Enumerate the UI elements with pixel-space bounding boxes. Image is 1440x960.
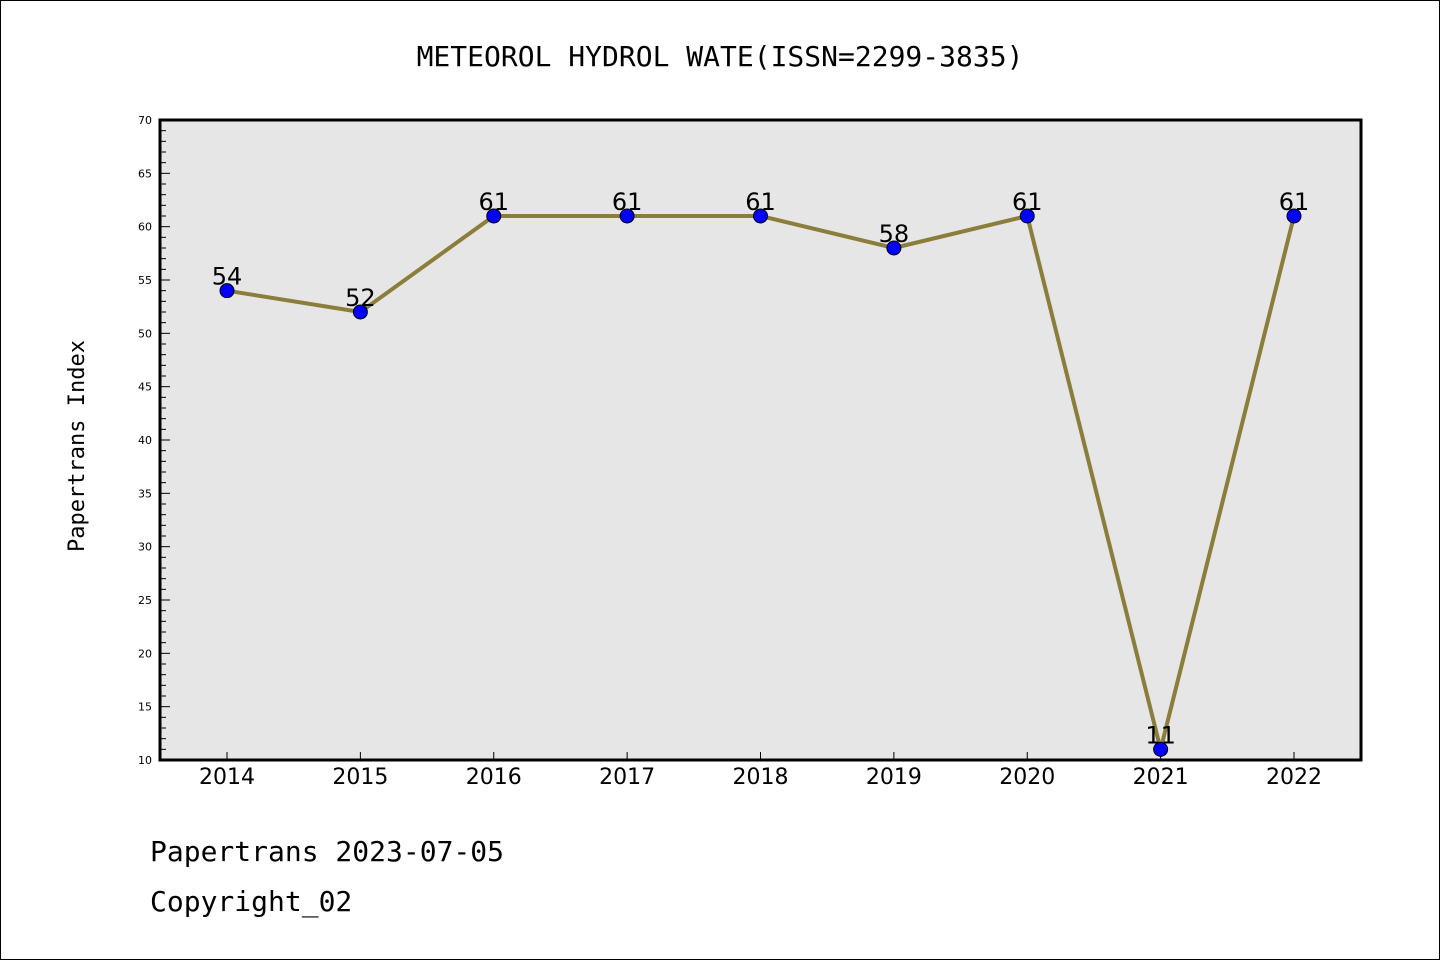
data-label: 58: [879, 220, 910, 248]
data-label: 11: [1145, 721, 1176, 749]
y-tick-label: 55: [138, 274, 152, 287]
data-point: [753, 208, 768, 224]
plot-area: [158, 118, 1363, 762]
x-tick-label: 2014: [199, 765, 255, 790]
x-tick-label: 2018: [733, 765, 789, 790]
x-tick-label: 2019: [866, 765, 922, 790]
data-label: 61: [1012, 188, 1043, 216]
y-tick-label: 40: [138, 434, 152, 447]
x-tick-label: 2017: [599, 765, 655, 790]
y-tick-label: 25: [138, 594, 152, 607]
data-point: [219, 283, 235, 299]
y-tick-label: 10: [138, 754, 152, 767]
data-point: [352, 304, 368, 320]
series-group: [219, 208, 1302, 757]
chart-title: METEOROL HYDROL WATE(ISSN=2299-3835): [417, 40, 1024, 73]
data-label: 61: [745, 188, 776, 216]
data-point: [1019, 208, 1035, 224]
y-tick-label: 15: [138, 701, 152, 714]
data-point: [619, 208, 635, 224]
data-point: [1153, 741, 1169, 757]
x-tick-label: 2020: [999, 765, 1055, 790]
data-point: [1286, 208, 1302, 224]
data-label: 61: [612, 188, 643, 216]
x-axis: 2014 2015 2016 2017 2018 2019 2020 2021 2022: [199, 752, 1322, 790]
data-point: [486, 208, 502, 224]
footer-date: Papertrans 2023-07-05: [150, 835, 505, 868]
data-label: 61: [478, 188, 509, 216]
y-tick-label: 65: [138, 167, 152, 180]
y-tick-label: 30: [138, 541, 152, 554]
y-axis: 10 15 20 25 30 35 40 45 50 55 60 65 70: [138, 114, 170, 767]
data-label: 61: [1279, 188, 1310, 216]
y-tick-label: 70: [138, 114, 152, 127]
footer-copyright: Copyright_02: [150, 885, 353, 918]
data-label: 52: [345, 284, 376, 312]
data-labels: 54 52 61 61 61 58 61 11 61: [212, 188, 1310, 749]
y-tick-label: 50: [138, 327, 152, 340]
y-tick-label: 35: [138, 487, 152, 500]
y-tick-label: 45: [138, 381, 152, 394]
x-tick-label: 2015: [332, 765, 388, 790]
x-tick-label: 2021: [1133, 765, 1189, 790]
y-axis-label: Papertrans Index: [65, 340, 90, 552]
y-tick-label: 20: [138, 647, 152, 660]
x-tick-label: 2016: [466, 765, 522, 790]
data-label: 54: [212, 263, 243, 291]
data-point: [886, 240, 902, 256]
y-tick-label: 60: [138, 221, 152, 234]
x-tick-label: 2022: [1266, 765, 1322, 790]
